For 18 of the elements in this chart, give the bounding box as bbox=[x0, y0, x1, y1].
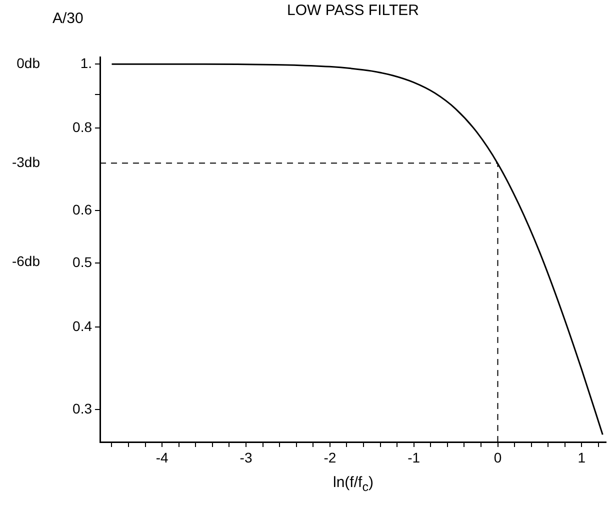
x-axis-title: ln(f/f$_{c}$) bbox=[333, 474, 374, 494]
y-axis-title: A/30 bbox=[52, 10, 84, 27]
x-tick-label: -2 bbox=[324, 449, 336, 466]
x-tick-label: -3 bbox=[240, 449, 252, 466]
x-tick-label: -4 bbox=[156, 449, 169, 466]
y-tick-label: 0.3 bbox=[72, 400, 92, 416]
y2-tick-label: 0db bbox=[16, 54, 40, 71]
y-tick-label: 0.8 bbox=[72, 118, 92, 135]
y-tick-label: 0.5 bbox=[72, 254, 92, 270]
y2-tick-label: -6db bbox=[12, 253, 40, 270]
x-tick-label: -1 bbox=[408, 449, 420, 466]
y-tick-label: 1. bbox=[80, 54, 92, 71]
x-tick-label: 0 bbox=[494, 449, 502, 466]
y-tick-label: 0.6 bbox=[72, 202, 92, 218]
y2-tick-label: -3db bbox=[12, 154, 40, 170]
x-tick-label: 1 bbox=[578, 449, 586, 466]
chart-title: LOW PASS FILTER bbox=[287, 2, 419, 19]
y-tick-label: 0.4 bbox=[72, 318, 92, 334]
